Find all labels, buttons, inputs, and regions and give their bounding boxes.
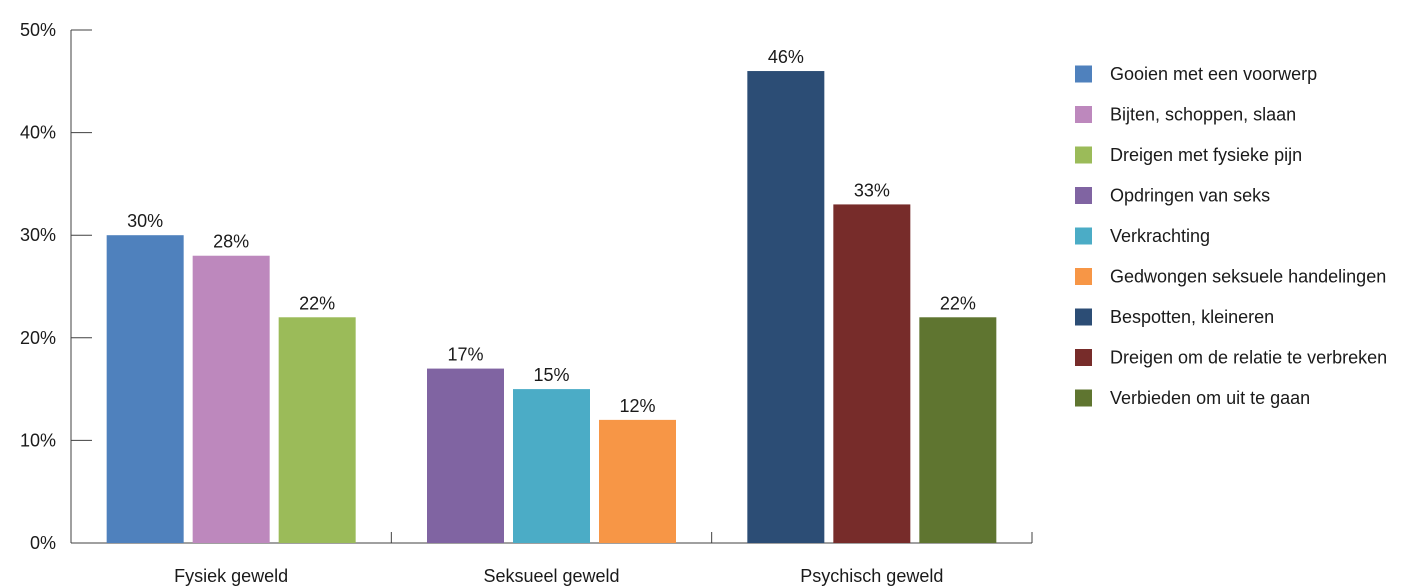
legend-swatch [1075,308,1092,326]
legend-label: Opdringen van seks [1110,186,1270,206]
legend-swatch [1075,146,1092,164]
bar [106,235,184,543]
legend-swatch [1075,65,1092,83]
y-tick-label: 30% [20,225,56,245]
legend-label: Verkrachting [1110,226,1210,246]
legend-label: Verbieden om uit te gaan [1110,388,1310,408]
bar-value-label: 22% [940,293,976,313]
legend-swatch [1075,187,1092,204]
legend-swatch [1075,349,1092,366]
bar [833,204,911,544]
y-tick-label: 10% [20,430,56,450]
y-tick-label: 50% [20,20,56,40]
bar [747,71,825,543]
legend-label: Gooien met een voorwerp [1110,64,1317,84]
x-tick-label: Psychisch geweld [800,566,943,586]
bar-value-label: 33% [854,180,890,200]
y-tick-label: 40% [20,123,56,143]
y-tick-label: 20% [20,328,56,348]
bar [513,389,590,543]
bar [599,419,676,543]
y-tick-label: 0% [30,533,56,553]
legend-swatch [1075,268,1092,285]
x-tick-label: Fysiek geweld [174,566,288,586]
legend-swatch [1075,389,1092,407]
legend-label: Dreigen met fysieke pijn [1110,145,1302,165]
legend-swatch [1075,227,1092,245]
bar [919,317,997,543]
legend-swatch [1075,106,1092,123]
legend-label: Gedwongen seksuele handelingen [1110,267,1386,287]
x-tick-label: Seksueel geweld [483,566,619,586]
bar-value-label: 28% [213,232,249,252]
bar-value-label: 17% [447,345,483,365]
bar [278,317,356,543]
bar-value-label: 15% [533,365,569,385]
bar [427,368,504,543]
legend-label: Bijten, schoppen, slaan [1110,105,1296,125]
bar-value-label: 30% [127,211,163,231]
legend-label: Bespotten, kleineren [1110,307,1274,327]
bar [192,255,270,543]
bar-value-label: 22% [299,293,335,313]
bar-value-label: 12% [619,396,655,416]
bar-value-label: 46% [768,47,804,67]
legend-label: Dreigen om de relatie te verbreken [1110,348,1387,368]
